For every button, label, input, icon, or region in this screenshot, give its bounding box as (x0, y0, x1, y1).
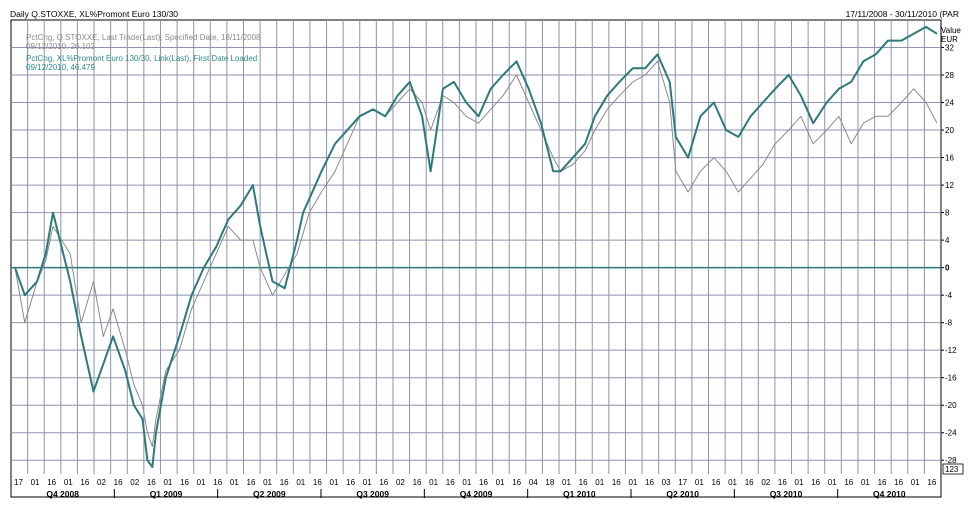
y-tick-label: 12 (945, 181, 954, 190)
x-tick-label: 02 (97, 478, 106, 487)
x-tick-label: 16 (745, 478, 754, 487)
x-tick-label: 01 (163, 478, 172, 487)
x-tick-label: 16 (213, 478, 222, 487)
x-tick-label: 16 (612, 478, 621, 487)
quarter-label: Q4 2010 (873, 489, 906, 499)
x-tick-label: 16 (479, 478, 488, 487)
x-tick-label: 01 (628, 478, 637, 487)
x-tick-label: 01 (296, 478, 305, 487)
quarter-label: Q3 2010 (770, 489, 803, 499)
y-tick-label: 20 (945, 126, 954, 135)
y-tick-label: -8 (945, 319, 953, 328)
x-tick-label: 16 (512, 478, 521, 487)
series-lines (14, 25, 938, 469)
x-tick-label: 16 (280, 478, 289, 487)
x-tick-label: 01 (795, 478, 804, 487)
x-tick-label: 16 (446, 478, 455, 487)
y-tick-label: 24 (945, 99, 954, 108)
y-tick-label: 32 (945, 44, 954, 53)
x-tick-label: 16 (114, 478, 123, 487)
x-tick-label: 04 (529, 478, 538, 487)
x-tick-label: 01 (429, 478, 438, 487)
x-tick-label: 16 (313, 478, 322, 487)
x-tick-label: 16 (927, 478, 936, 487)
x-axis-ticks: 17 01 16 01 16 02 16 02 16 01 16 01 16 01 16 01 16 01 16 01… (14, 478, 937, 487)
quarter-label: Q2 2009 (253, 489, 286, 499)
quarter-label: Q1 2010 (563, 489, 596, 499)
x-tick-label: 01 (562, 478, 571, 487)
x-tick-label: 01 (828, 478, 837, 487)
legend-series2-last: 09/12/2010, 46.479 (26, 63, 95, 72)
x-tick-label: 16 (247, 478, 256, 487)
x-tick-label: 02 (396, 478, 405, 487)
x-tick-label: 18 (545, 478, 554, 487)
x-tick-label: 16 (80, 478, 89, 487)
y-tick-label: -4 (945, 291, 953, 300)
x-tick-label: 01 (363, 478, 372, 487)
x-tick-label: 01 (695, 478, 704, 487)
y-axis-ticks: 32 28 24 20 16 12 8 4 0 -4 -8 -12 -16 -20 -24 -28 (941, 44, 957, 465)
x-tick-label: 01 (330, 478, 339, 487)
date-range: 17/11/2008 - 30/11/2010 (PAR (845, 9, 959, 19)
x-tick-label: 16 (147, 478, 156, 487)
legend-series1-last: 09/12/2010, 26.102 (26, 42, 95, 51)
x-tick-label: 16 (645, 478, 654, 487)
y-tick-label: 8 (945, 209, 950, 218)
y-tick-label: -12 (945, 346, 957, 355)
x-tick-label: 16 (413, 478, 422, 487)
y-tick-label: 0 (945, 264, 950, 273)
quarter-label: Q4 2008 (46, 489, 79, 499)
grid-lines (11, 20, 941, 474)
x-tick-label: 16 (894, 478, 903, 487)
x-tick-label: 16 (878, 478, 887, 487)
x-tick-label: 17 (14, 478, 23, 487)
series-line-2 (14, 25, 938, 469)
quarter-labels: Q4 2008 Q1 2009 Q2 2009 Q3 2009 Q4 2009 Q1 20… (46, 489, 906, 499)
x-tick-label: 16 (180, 478, 189, 487)
legend-series1-name: PctCng, Q.STOXXE, Last Trade(Last), Spec… (26, 33, 261, 42)
x-tick-label: 16 (379, 478, 388, 487)
x-tick-label: 01 (64, 478, 73, 487)
y-axis-unit-label: EUR (941, 35, 958, 44)
x-tick-label: 01 (728, 478, 737, 487)
x-tick-label: 01 (861, 478, 870, 487)
y-axis-value-label: Value (941, 26, 961, 35)
x-tick-label: 01 (197, 478, 206, 487)
series-line-1 (14, 60, 938, 447)
corner-badge: 123 (945, 465, 959, 474)
quarter-label: Q3 2009 (356, 489, 389, 499)
y-tick-label: -20 (945, 401, 957, 410)
legend-series2-name: PctCng, XL%Promont Euro 130/30, Link(Las… (26, 54, 258, 63)
x-tick-label: 02 (761, 478, 770, 487)
x-tick-label: 03 (662, 478, 671, 487)
y-tick-label: -16 (945, 374, 957, 383)
quarter-label: Q1 2009 (150, 489, 183, 499)
chart-title: Daily Q.STOXXE, XL%Promont Euro 130/30 (10, 9, 179, 19)
x-tick-label: 01 (230, 478, 239, 487)
y-tick-label: 16 (945, 154, 954, 163)
x-tick-label: 16 (346, 478, 355, 487)
y-tick-label: -28 (945, 456, 957, 465)
x-tick-label: 16 (47, 478, 56, 487)
y-tick-label: -24 (945, 429, 957, 438)
corner-badge-box (942, 463, 964, 475)
x-tick-label: 01 (496, 478, 505, 487)
y-tick-label: 4 (945, 236, 950, 245)
x-tick-label: 16 (811, 478, 820, 487)
x-tick-label: 16 (778, 478, 787, 487)
x-tick-label: 16 (844, 478, 853, 487)
quarter-label: Q2 2010 (666, 489, 699, 499)
x-tick-label: 16 (712, 478, 721, 487)
x-tick-label: 01 (462, 478, 471, 487)
x-tick-label: 01 (595, 478, 604, 487)
x-tick-label: 02 (130, 478, 139, 487)
x-tick-label: 01 (31, 478, 40, 487)
x-tick-label: 01 (911, 478, 920, 487)
y-tick-label: 28 (945, 71, 954, 80)
x-tick-label: 16 (579, 478, 588, 487)
x-tick-label: 01 (263, 478, 272, 487)
quarter-label: Q4 2009 (460, 489, 493, 499)
x-tick-label: 17 (678, 478, 687, 487)
